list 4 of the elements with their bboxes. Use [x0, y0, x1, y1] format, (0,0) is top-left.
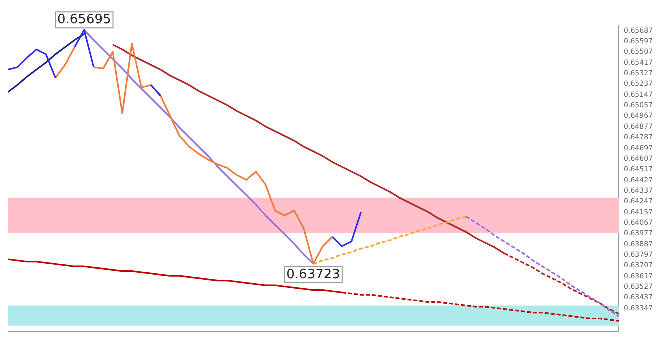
annotation: 0.63723	[286, 267, 340, 282]
line-series	[465, 216, 620, 318]
line-series	[312, 216, 468, 266]
annotation: 0.65695	[58, 12, 112, 28]
